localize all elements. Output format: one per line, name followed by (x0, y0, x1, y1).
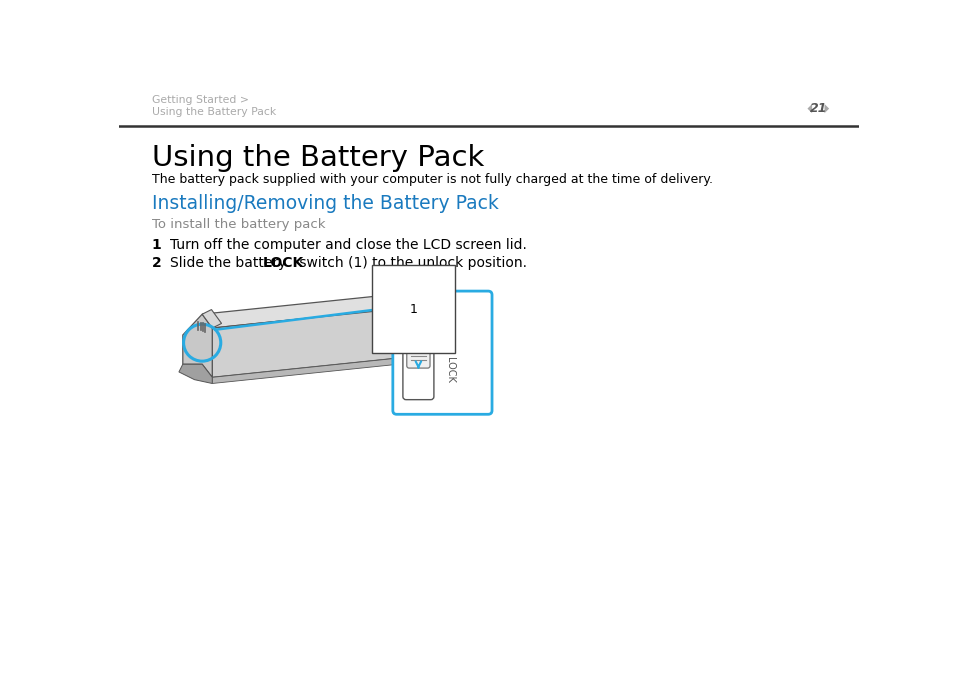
Polygon shape (806, 104, 811, 113)
Text: 21: 21 (809, 102, 826, 115)
FancyBboxPatch shape (402, 340, 434, 400)
FancyBboxPatch shape (406, 344, 430, 368)
Text: switch (1) to the unlock position.: switch (1) to the unlock position. (294, 256, 527, 270)
Text: 2: 2 (152, 256, 161, 270)
Polygon shape (375, 295, 397, 358)
Polygon shape (823, 104, 828, 113)
Text: Using the Battery Pack: Using the Battery Pack (152, 144, 484, 172)
Text: Slide the battery: Slide the battery (170, 256, 290, 270)
Text: Installing/Removing the Battery Pack: Installing/Removing the Battery Pack (152, 194, 498, 213)
Text: LOCK: LOCK (263, 256, 304, 270)
Polygon shape (212, 309, 397, 377)
Text: To install the battery pack: To install the battery pack (152, 218, 325, 231)
FancyBboxPatch shape (393, 291, 492, 415)
Text: 1: 1 (152, 238, 161, 252)
Text: LOCK: LOCK (444, 357, 455, 383)
Polygon shape (202, 309, 221, 328)
Text: Turn off the computer and close the LCD screen lid.: Turn off the computer and close the LCD … (170, 238, 526, 252)
Text: 1: 1 (410, 303, 417, 315)
Polygon shape (212, 358, 397, 384)
Polygon shape (202, 295, 397, 328)
Polygon shape (183, 314, 212, 377)
Text: The battery pack supplied with your computer is not fully charged at the time of: The battery pack supplied with your comp… (152, 173, 712, 186)
Text: Using the Battery Pack: Using the Battery Pack (152, 107, 275, 117)
Polygon shape (179, 364, 212, 384)
Text: Getting Started >: Getting Started > (152, 95, 249, 104)
